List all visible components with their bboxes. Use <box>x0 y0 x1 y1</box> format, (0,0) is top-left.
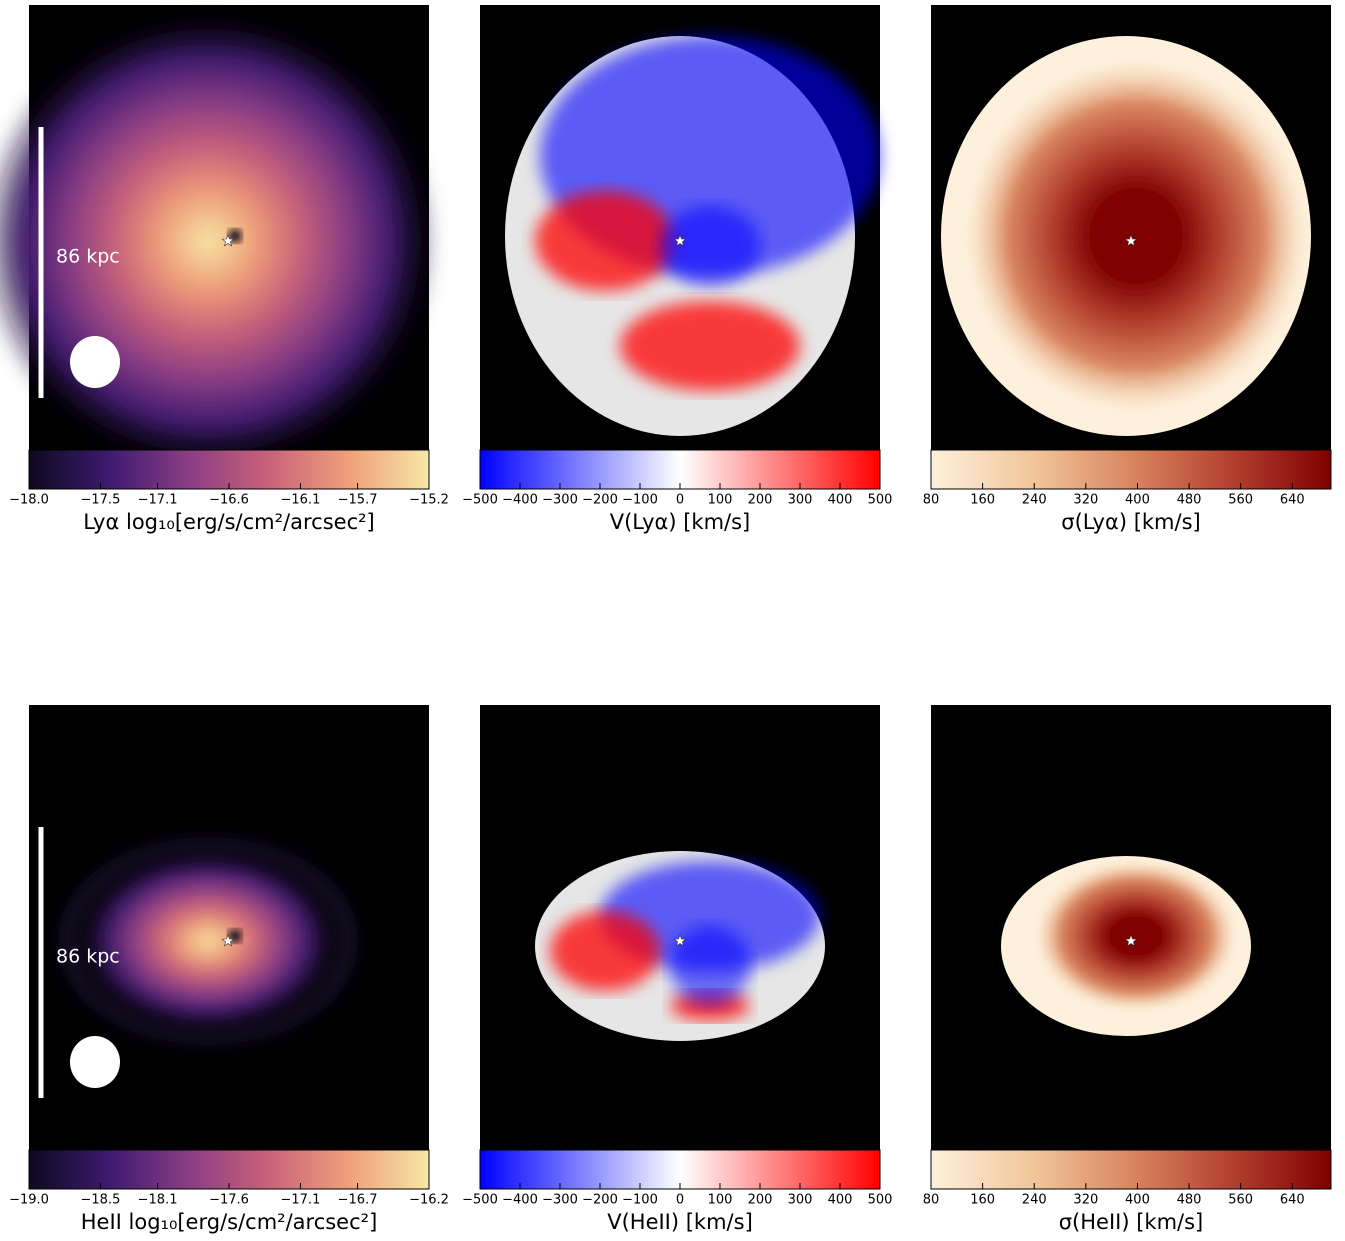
colorbar-tick-label: −100 <box>622 493 658 508</box>
colorbar-tick-label: 100 <box>708 1193 733 1208</box>
colorbar-tick-label: 560 <box>1228 1193 1253 1208</box>
colorbar-tick-label: −15.2 <box>409 493 449 508</box>
colorbar-tick-label: −500 <box>462 493 498 508</box>
star-marker <box>1124 234 1138 247</box>
colorbar-tick-label: 100 <box>708 493 733 508</box>
colorbar-tick-label: −17.1 <box>281 1193 321 1208</box>
colorbar-tick-label: 200 <box>748 1193 773 1208</box>
colorbar-label: Lyα log₁₀[erg/s/cm²/arcsec²] <box>83 510 374 534</box>
colorbar <box>480 450 880 489</box>
star-marker <box>673 234 687 247</box>
scale-bar-label: 86 kpc <box>56 946 120 968</box>
colorbar-tick-label: 0 <box>676 1193 684 1208</box>
colorbar-tick-label: −100 <box>622 1193 658 1208</box>
colorbar-tick-label: 400 <box>828 1193 853 1208</box>
colorbar-label: σ(HeII) [km/s] <box>1059 1210 1204 1234</box>
colorbar-tick-label: −16.6 <box>209 493 249 508</box>
colorbar-label: V(Lyα) [km/s] <box>610 510 751 534</box>
colorbar-tick-label: 240 <box>1022 1193 1047 1208</box>
colorbar <box>931 1150 1331 1189</box>
colorbar-tick-label: −500 <box>462 1193 498 1208</box>
colorbar-tick-label: 500 <box>868 493 893 508</box>
colorbar-tick-label: 400 <box>1125 493 1150 508</box>
colorbar-tick-label: −400 <box>502 1193 538 1208</box>
colorbar-tick-label: −18.5 <box>81 1193 121 1208</box>
colorbar-tick-label: 480 <box>1177 1193 1202 1208</box>
colorbar-tick-label: 240 <box>1022 493 1047 508</box>
colorbar-tick-label: 640 <box>1280 493 1305 508</box>
panel: 80 160 240 320 400 480 560 640 σ(Lyα) [km/s] <box>923 5 1332 534</box>
colorbar-tick-label: 320 <box>1073 493 1098 508</box>
colorbar-tick-label: 320 <box>1073 1193 1098 1208</box>
beam-ellipse <box>70 336 120 388</box>
colorbar-tick-label: 300 <box>788 1193 813 1208</box>
beam-ellipse <box>70 1036 120 1088</box>
colorbar-tick-label: −16.1 <box>281 493 321 508</box>
panel: −500 −400 −300 −200 −100 0 100 200 300 400 500 V(Ly… <box>462 5 892 534</box>
colorbar-tick-label: −300 <box>542 493 578 508</box>
colorbar-tick-label: −19.0 <box>9 1193 49 1208</box>
map-region <box>620 301 800 391</box>
colorbar-tick-label: 300 <box>788 493 813 508</box>
colorbar-tick-label: 640 <box>1280 1193 1305 1208</box>
panel: −500 −400 −300 −200 −100 0 100 200 300 400 500 V(He… <box>462 705 892 1234</box>
colorbar-tick-label: −17.6 <box>209 1193 249 1208</box>
colorbar-frame <box>930 449 1332 490</box>
colorbar-tick-label: −15.7 <box>338 493 378 508</box>
map-image <box>58 836 358 1046</box>
colorbar-tick-label: −400 <box>502 493 538 508</box>
colorbar-tick-label: −16.2 <box>409 1193 449 1208</box>
colorbar <box>29 1150 429 1189</box>
colorbar-tick-label: 500 <box>868 1193 893 1208</box>
map-region <box>1036 861 1236 1011</box>
map-region <box>535 191 675 291</box>
colorbar-tick-label: −16.7 <box>338 1193 378 1208</box>
colorbar-label: HeII log₁₀[erg/s/cm²/arcsec²] <box>81 1210 378 1234</box>
colorbar-tick-label: −18.0 <box>9 493 49 508</box>
colorbar-label: σ(Lyα) [km/s] <box>1061 510 1200 534</box>
colorbar-tick-label: 160 <box>970 1193 995 1208</box>
colorbar <box>29 450 429 489</box>
colorbar-tick-label: −300 <box>542 1193 578 1208</box>
map-region <box>660 206 760 286</box>
star-marker <box>221 234 235 247</box>
map-region <box>966 61 1306 411</box>
panel: 86 kpc −18.0 −17.5 −17.1 −16.6 −16.1 −15.7 −15.… <box>0 5 449 534</box>
colorbar-tick-label: 400 <box>828 493 853 508</box>
colorbar-tick-label: −18.1 <box>138 1193 178 1208</box>
colorbar-tick-label: −200 <box>582 493 618 508</box>
map-region <box>670 926 750 1006</box>
colorbar-frame <box>930 1149 1332 1190</box>
panel: 86 kpc −19.0 −18.5 −18.1 −17.6 −17.1 −16.7 −16.… <box>9 705 449 1234</box>
colorbar <box>931 450 1331 489</box>
colorbar-tick-label: 560 <box>1228 493 1253 508</box>
star-marker <box>673 934 687 947</box>
star-marker <box>221 934 235 947</box>
colorbar-label: V(HeII) [km/s] <box>607 1210 753 1234</box>
colorbar-tick-label: −200 <box>582 1193 618 1208</box>
colorbar-tick-label: −17.5 <box>81 493 121 508</box>
colorbar-tick-label: 160 <box>970 493 995 508</box>
colorbar-tick-label: 80 <box>923 1193 940 1208</box>
colorbar-tick-label: 200 <box>748 493 773 508</box>
colorbar-tick-label: 480 <box>1177 493 1202 508</box>
colorbar <box>480 1150 880 1189</box>
panel: 80 160 240 320 400 480 560 640 σ(HeII) [km/s] <box>923 705 1332 1234</box>
colorbar-tick-label: −17.1 <box>138 493 178 508</box>
colorbar-tick-label: 0 <box>676 493 684 508</box>
scale-bar-label: 86 kpc <box>56 246 120 268</box>
colorbar-tick-label: 80 <box>923 493 940 508</box>
colorbar-tick-label: 400 <box>1125 1193 1150 1208</box>
map-region <box>550 911 660 991</box>
star-marker <box>1124 934 1138 947</box>
